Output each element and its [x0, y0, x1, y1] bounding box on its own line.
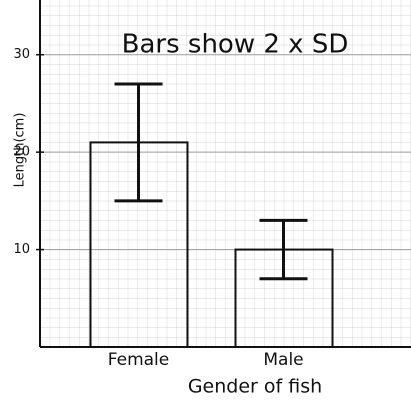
- y-tick-label: 30: [13, 47, 30, 62]
- y-tick-label: 10: [13, 242, 30, 257]
- x-axis-label: Gender of fish: [188, 376, 322, 398]
- x-tick-label: Male: [263, 350, 303, 370]
- page: {"chart_data": {"type": "bar", "title": …: [0, 0, 411, 405]
- y-tick-label: 20: [13, 145, 30, 160]
- chart: Bars show 2 x SD Length(cm) Gender of fi…: [0, 0, 411, 405]
- x-tick-label: Female: [108, 350, 169, 370]
